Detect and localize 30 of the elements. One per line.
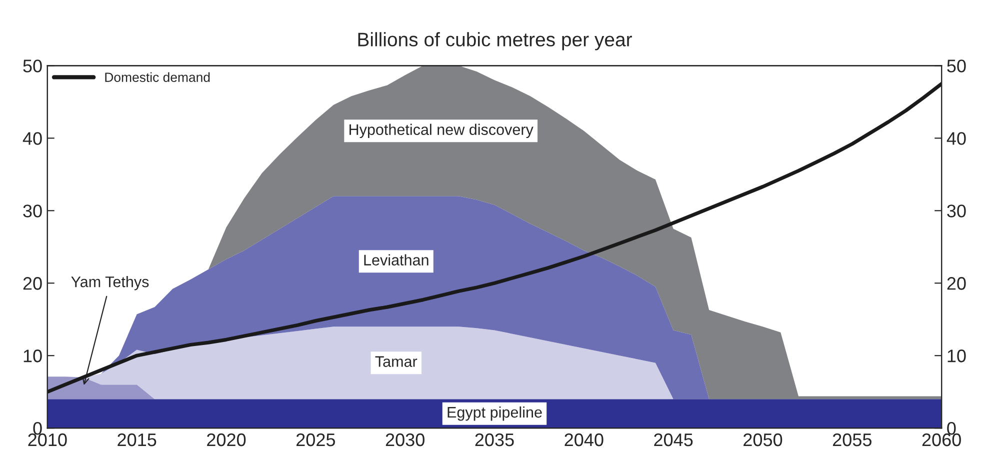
x-tick-label: 2035 [475, 433, 514, 446]
y2-tick-label: 20 [947, 277, 966, 290]
y-tick-label: 40 [22, 132, 42, 145]
x-tick-label: 2025 [296, 433, 335, 446]
series-label: Tamar [375, 356, 418, 367]
y2-tick-label: 50 [947, 60, 966, 72]
x-tick-label: 2040 [564, 433, 604, 446]
x-tick-label: 2015 [118, 433, 156, 446]
x-tick-label: 2055 [832, 433, 872, 446]
y-tick-label: 30 [23, 204, 42, 218]
text: Yam Tethys [71, 276, 149, 290]
y-tick-label: 50 [23, 60, 42, 72]
legend-label: Domestic demand [105, 72, 210, 82]
series-label: Leviathan [364, 254, 428, 266]
y-tick-label: 10 [24, 350, 42, 362]
series-label: Hypothetical new discovery [350, 124, 534, 138]
x-tick-label: 2010 [28, 433, 67, 446]
x-tick-label: 2020 [207, 433, 246, 446]
y2-tick-label: 40 [946, 132, 966, 145]
x-tick-label: 2030 [386, 433, 424, 446]
series-label: Egypt pipeline [448, 406, 542, 421]
y-tick-label: 0 [33, 422, 42, 435]
x-tick-label: 2050 [744, 433, 782, 446]
y2-tick-label: 10 [948, 350, 966, 362]
chart-title: Billions of cubic metres per year [358, 32, 632, 50]
y-tick-label: 20 [23, 277, 42, 290]
x-tick-label: 2060 [922, 433, 961, 446]
x-tick-label: 2045 [654, 433, 693, 446]
y2-tick-label: 0 [947, 422, 956, 435]
y2-tick-label: 30 [947, 204, 966, 218]
